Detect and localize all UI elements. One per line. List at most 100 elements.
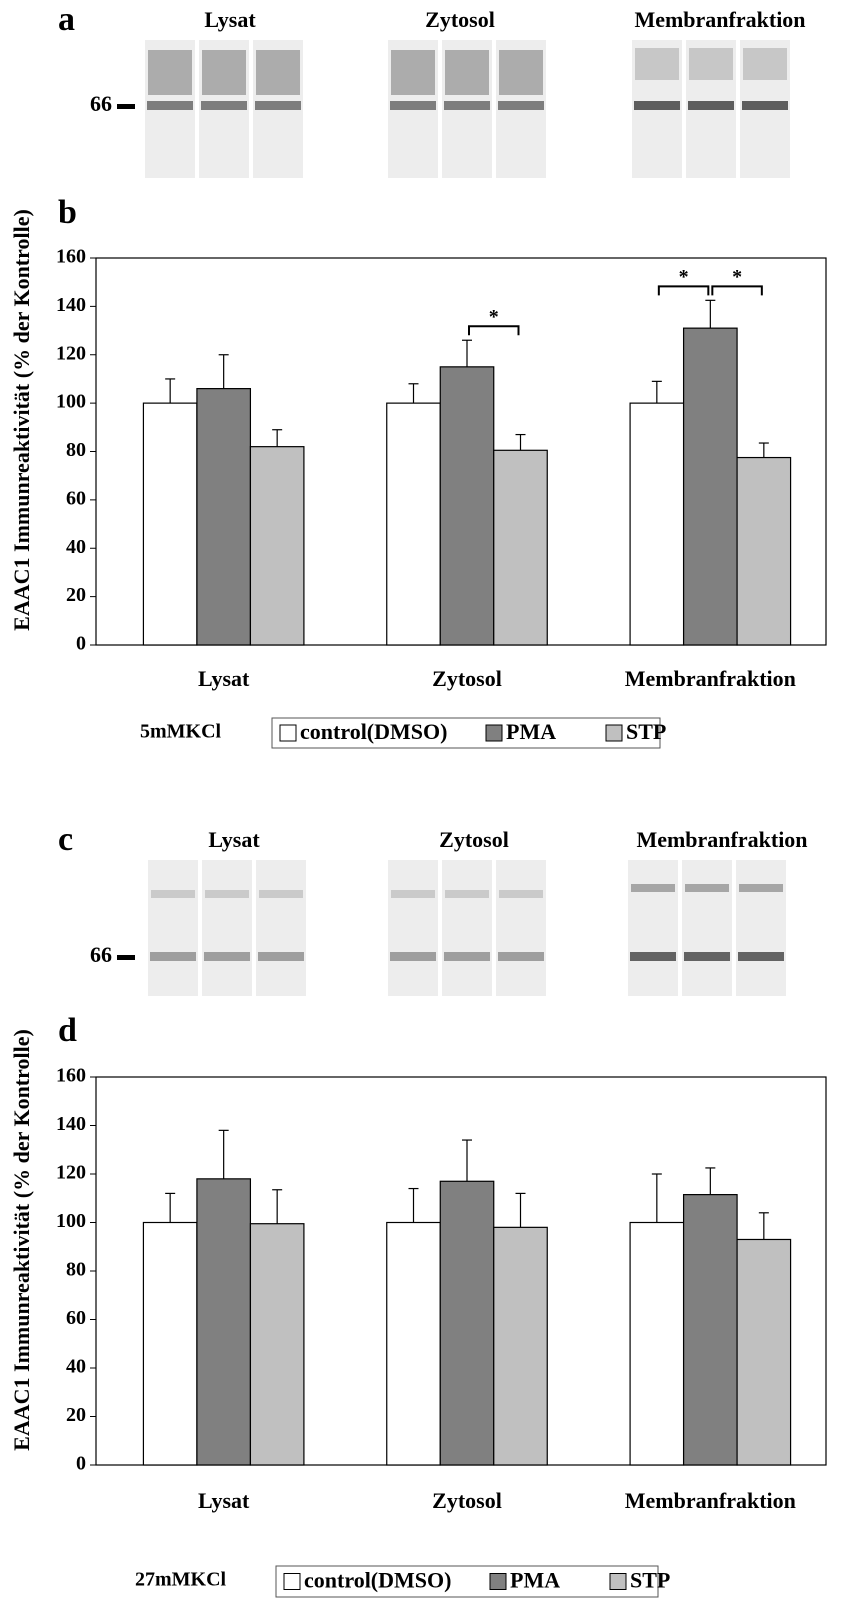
significance-label: * (489, 306, 499, 328)
bar (494, 450, 548, 645)
condition-label: 27mMKCl (135, 1569, 227, 1591)
x-tick-label: Lysat (198, 1488, 250, 1513)
bar (250, 1224, 304, 1465)
y-tick-label: 60 (66, 1307, 86, 1329)
blot-band (390, 101, 436, 110)
x-tick-label: Lysat (198, 666, 250, 691)
legend-label: control(DMSO) (300, 719, 447, 744)
blot-lane (388, 860, 438, 996)
legend-swatch (284, 1574, 300, 1590)
blot-band (634, 101, 680, 110)
x-tick-label: Membranfraktion (625, 1488, 796, 1513)
blot-header: Lysat (204, 7, 256, 32)
bar (737, 458, 791, 645)
bar (630, 403, 684, 645)
bar (143, 403, 197, 645)
y-tick-label: 160 (56, 1065, 86, 1087)
blot-band-upper (685, 884, 729, 892)
y-tick-label: 160 (56, 246, 86, 268)
blot-smear (499, 50, 543, 95)
blot-lane (496, 860, 546, 996)
legend-swatch (486, 725, 502, 741)
bar (387, 403, 441, 645)
marker-label: 66 (90, 91, 112, 116)
marker-dash (117, 955, 135, 960)
legend-swatch (280, 725, 296, 741)
y-tick-label: 60 (66, 487, 86, 509)
bar (684, 1195, 738, 1465)
blot-band (255, 101, 301, 110)
legend-swatch (610, 1574, 626, 1590)
blot-lane (202, 860, 252, 996)
blot-band (150, 952, 196, 961)
y-tick-label: 80 (66, 1259, 86, 1281)
y-tick-label: 0 (76, 1453, 86, 1475)
blot-lane (736, 860, 786, 996)
blot-band-upper (499, 890, 543, 898)
blot-lane (442, 860, 492, 996)
blot-band (201, 101, 247, 110)
blot-band-upper (445, 890, 489, 898)
blot-band (688, 101, 734, 110)
blot-band (684, 952, 730, 961)
y-tick-label: 80 (66, 439, 86, 461)
bar (250, 447, 304, 645)
significance-label: * (679, 266, 689, 288)
legend-label: control(DMSO) (304, 1568, 451, 1593)
blot-header: Lysat (208, 827, 260, 852)
panel-label: b (58, 194, 77, 231)
x-tick-label: Zytosol (432, 1488, 502, 1513)
bar (737, 1239, 791, 1465)
y-tick-label: 140 (56, 1113, 86, 1135)
y-tick-label: 40 (66, 1356, 86, 1378)
legend-label: PMA (510, 1568, 560, 1593)
blot-header: Zytosol (439, 827, 509, 852)
blot-band (742, 101, 788, 110)
blot-smear (202, 50, 246, 95)
y-tick-label: 120 (56, 1162, 86, 1184)
condition-label: 5mMKCl (140, 721, 222, 743)
y-tick-label: 20 (66, 584, 86, 606)
bar (143, 1223, 197, 1466)
blot-band (147, 101, 193, 110)
legend-swatch (606, 725, 622, 741)
blot-band-upper (259, 890, 303, 898)
y-tick-label: 20 (66, 1404, 86, 1426)
bar (197, 1179, 251, 1465)
legend-label: STP (630, 1568, 670, 1593)
blot-header: Membranfraktion (634, 7, 805, 32)
blot-band (258, 952, 304, 961)
marker-label: 66 (90, 942, 112, 967)
blot-band-upper (205, 890, 249, 898)
figure: a66LysatZytosolMembranfraktionc66LysatZy… (0, 0, 862, 1621)
blot-smear (148, 50, 192, 95)
x-tick-label: Zytosol (432, 666, 502, 691)
blot-smear (256, 50, 300, 95)
y-axis-title: EAAC1 Immunreaktivität (% der Kontrolle) (9, 1029, 34, 1451)
legend-label: PMA (506, 719, 556, 744)
blot-smear (445, 50, 489, 95)
blot-band (444, 952, 490, 961)
blot-band (204, 952, 250, 961)
blot-lane (148, 860, 198, 996)
y-tick-label: 100 (56, 1210, 86, 1232)
bar (494, 1227, 548, 1465)
panel-label: c (58, 821, 73, 858)
blot-smear (635, 48, 679, 80)
blot-band-upper (631, 884, 675, 892)
blot-lane (682, 860, 732, 996)
blot-smear (743, 48, 787, 80)
bar (387, 1223, 441, 1466)
blot-smear (689, 48, 733, 80)
y-tick-label: 120 (56, 342, 86, 364)
blot-band (498, 952, 544, 961)
blot-lane (628, 860, 678, 996)
significance-label: * (732, 266, 742, 288)
x-tick-label: Membranfraktion (625, 666, 796, 691)
panel-label: d (58, 1012, 77, 1049)
y-tick-label: 100 (56, 391, 86, 413)
y-axis-title: EAAC1 Immunreaktivität (% der Kontrolle) (9, 209, 34, 631)
blot-band (444, 101, 490, 110)
blot-band (390, 952, 436, 961)
blot-band (630, 952, 676, 961)
